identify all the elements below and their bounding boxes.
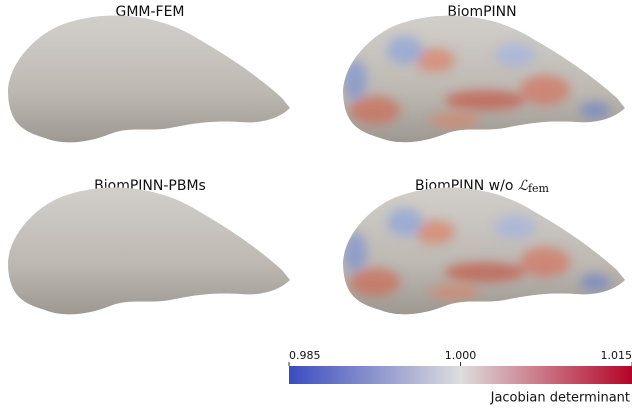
- panel-title: GMM-FEM: [115, 4, 184, 20]
- colorbar: [289, 366, 632, 384]
- mesh-render: [8, 15, 290, 143]
- colorbar-tick-label: 1.000: [445, 349, 477, 362]
- title-sub: fem: [528, 182, 550, 195]
- title-math: ℒ: [518, 178, 529, 194]
- colorbar-tick-label: 1.015: [601, 349, 632, 362]
- colorbar-label: Jacobian determinant: [490, 391, 630, 406]
- mesh-render: [343, 16, 625, 143]
- mesh-render: [343, 188, 625, 315]
- mesh-render: [8, 187, 290, 315]
- panel-title: BiomPINN: [447, 4, 516, 20]
- colorbar-tick-label: 0.985: [289, 349, 321, 362]
